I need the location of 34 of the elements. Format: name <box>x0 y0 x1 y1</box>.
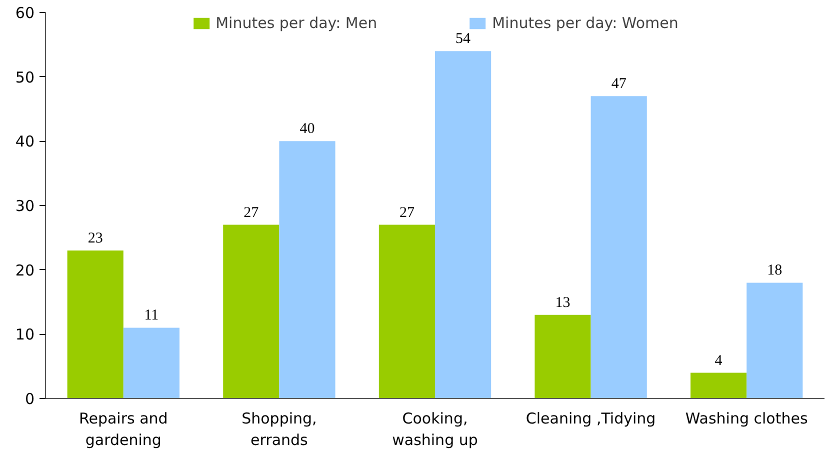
data-label: 23 <box>88 230 103 247</box>
data-label: 18 <box>767 262 782 279</box>
data-label: 13 <box>555 294 570 311</box>
y-tick-label: 0 <box>24 390 35 408</box>
data-label: 27 <box>244 204 260 221</box>
y-tick-label: 40 <box>15 132 35 151</box>
data-label: 11 <box>144 308 159 324</box>
x-tick-label: Cleaning ,Tidying <box>526 410 656 428</box>
bar <box>590 96 647 398</box>
bar <box>534 314 591 398</box>
bar <box>746 282 803 398</box>
x-tick-label: Cooking, washing up <box>392 410 478 450</box>
x-tick-label: Repairs and gardening <box>78 410 168 450</box>
legend-label: Minutes per day: Men <box>216 14 378 32</box>
y-tick-label: 20 <box>15 261 35 280</box>
y-tick-label: 10 <box>15 326 35 344</box>
data-label: 47 <box>611 76 627 92</box>
y-tick-label: 50 <box>15 68 35 86</box>
data-label: 27 <box>399 204 415 221</box>
data-label: 40 <box>300 121 315 138</box>
y-tick-label: 30 <box>15 197 35 215</box>
bar <box>690 372 747 398</box>
bar <box>67 250 124 398</box>
legend-label: Minutes per day: Women <box>492 14 678 32</box>
x-tick-label: Washing clothes <box>685 410 808 428</box>
bar <box>223 224 280 398</box>
bar <box>378 224 435 398</box>
data-label: 54 <box>456 31 472 48</box>
bar <box>279 141 336 398</box>
y-tick-label: 60 <box>15 4 35 22</box>
data-label: 4 <box>714 352 723 369</box>
bar <box>123 328 180 398</box>
bar <box>435 51 492 398</box>
x-tick-label: Shopping, errands <box>242 410 317 450</box>
